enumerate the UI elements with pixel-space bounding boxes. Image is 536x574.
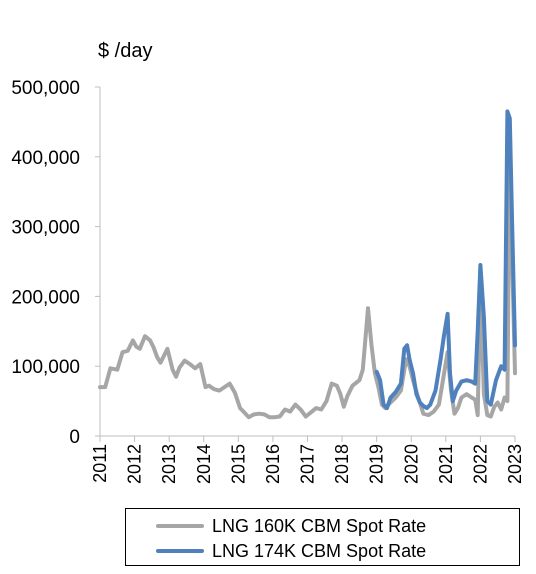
x-tick-label: 2021	[436, 444, 456, 484]
x-tick-label: 2017	[298, 444, 318, 484]
x-tick-label: 2016	[263, 444, 283, 484]
x-tick-label: 2023	[505, 444, 525, 484]
series-line-160k	[98, 123, 517, 420]
y-tick-label: 300,000	[11, 218, 80, 239]
y-tick-label: 200,000	[11, 287, 80, 308]
x-tick-label: 2020	[401, 444, 421, 484]
y-ticks: 0 100,000 200,000 300,000 400,000 500,000	[11, 78, 100, 448]
y-tick-label: 400,000	[11, 148, 80, 169]
y-tick-label: 100,000	[11, 357, 80, 378]
legend-swatch-174k	[156, 549, 204, 553]
x-ticks: 2011 2012 2013 2014 2015 2016 2017 2018 2019 2020…	[90, 436, 525, 484]
legend-label-174k: LNG 174K CBM Spot Rate	[212, 540, 427, 561]
series-lines	[98, 109, 517, 420]
y-axis-unit-label: $ /day	[98, 40, 153, 62]
legend-swatch-160k	[156, 524, 204, 528]
x-tick-label: 2012	[125, 444, 145, 484]
x-tick-label: 2014	[194, 444, 214, 484]
x-tick-label: 2022	[470, 444, 490, 484]
legend-item-160k: LNG 160K CBM Spot Rate	[156, 513, 426, 539]
series-line-174k	[374, 109, 517, 411]
x-tick-label: 2015	[228, 444, 248, 484]
y-tick-label: 500,000	[11, 78, 80, 99]
legend: LNG 160K CBM Spot Rate LNG 174K CBM Spot…	[125, 508, 520, 566]
x-tick-label: 2013	[159, 444, 179, 484]
x-tick-label: 2011	[90, 444, 110, 483]
x-tick-label: 2018	[332, 444, 352, 484]
x-tick-label: 2019	[367, 444, 387, 484]
y-tick-label: 0	[69, 427, 80, 448]
legend-label-160k: LNG 160K CBM Spot Rate	[212, 515, 427, 536]
legend-item-174k: LNG 174K CBM Spot Rate	[156, 538, 426, 564]
